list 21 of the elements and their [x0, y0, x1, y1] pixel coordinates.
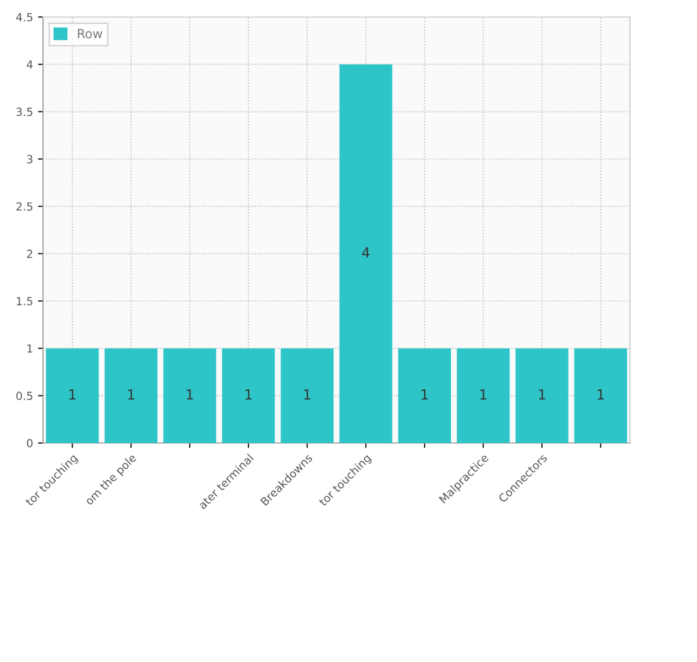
- y-tick-label: 1.5: [16, 297, 32, 306]
- data-label: 1: [304, 389, 310, 400]
- data-label: 1: [128, 389, 134, 400]
- y-tick-label: 4.5: [16, 13, 32, 22]
- legend-label: Row: [78, 29, 102, 38]
- y-tick-label: 0.5: [16, 392, 32, 400]
- data-label: 1: [246, 389, 252, 400]
- data-label: 4: [362, 247, 370, 258]
- y-tick-label: 2: [27, 250, 32, 258]
- data-label: 1: [186, 389, 193, 400]
- y-tick-label: 1: [27, 344, 32, 353]
- data-label: 1: [598, 389, 604, 400]
- y-tick-label: 3: [27, 154, 32, 164]
- y-tick-label: 2.5: [16, 202, 32, 211]
- y-tick-label: 4: [26, 60, 33, 69]
- data-label: 1: [422, 389, 428, 400]
- data-label: 1: [480, 389, 486, 400]
- data-label: 1: [69, 389, 76, 400]
- y-tick-label: 3.5: [16, 108, 32, 116]
- y-tick-label: 0: [26, 438, 33, 448]
- data-label: 1: [539, 389, 546, 400]
